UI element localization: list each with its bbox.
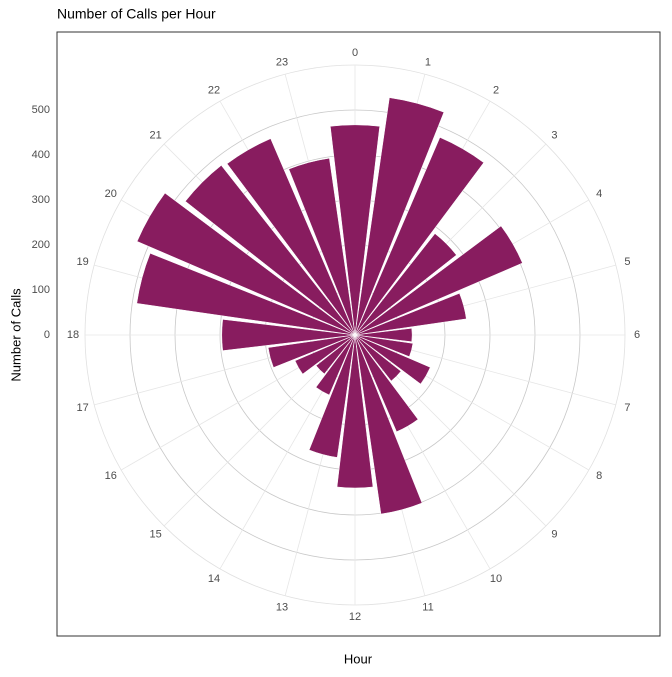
bar <box>267 334 356 368</box>
bar <box>354 334 414 358</box>
x-tick-label: 4 <box>596 188 602 200</box>
bar <box>354 225 523 336</box>
x-tick-label: 12 <box>349 611 361 623</box>
y-axis-title: Number of Calls <box>8 288 23 382</box>
bar <box>288 157 356 336</box>
x-tick-label: 19 <box>76 256 88 268</box>
x-tick-label: 18 <box>67 329 79 341</box>
x-tick-label: 16 <box>105 470 117 482</box>
x-tick-label: 23 <box>276 57 288 69</box>
bar <box>354 97 445 336</box>
bar <box>221 319 356 351</box>
x-tick-label: 14 <box>208 573 220 585</box>
bar <box>315 334 356 375</box>
x-tick-label: 3 <box>551 130 557 142</box>
bar <box>330 124 380 336</box>
x-tick-label: 11 <box>422 601 433 613</box>
x-tick-label: 9 <box>551 528 557 540</box>
y-tick-label: 500 <box>32 104 50 116</box>
bar <box>185 165 356 336</box>
x-tick-label: 2 <box>493 85 499 97</box>
y-tick-label: 0 <box>44 329 50 341</box>
bar <box>226 138 356 336</box>
bar <box>354 334 423 515</box>
bar <box>294 334 356 375</box>
x-tick-label: 21 <box>149 130 161 142</box>
x-tick-label: 15 <box>149 528 161 540</box>
x-tick-label: 6 <box>634 329 640 341</box>
y-tick-label: 100 <box>32 284 50 296</box>
x-tick-label: 13 <box>276 601 288 613</box>
x-tick-label: 5 <box>624 256 630 268</box>
bar <box>136 192 356 336</box>
bar <box>354 328 413 342</box>
x-tick-label: 20 <box>105 188 117 200</box>
x-tick-label: 0 <box>352 47 358 59</box>
x-axis-title: Hour <box>344 651 373 666</box>
chart-title: Number of Calls per Hour <box>57 6 216 22</box>
bar <box>354 334 431 385</box>
y-tick-label: 200 <box>32 239 50 251</box>
x-tick-label: 7 <box>624 402 630 414</box>
bar <box>336 334 374 489</box>
bars <box>136 97 523 515</box>
x-tick-label: 1 <box>425 57 431 69</box>
x-tick-label: 10 <box>490 573 502 585</box>
x-tick-label: 8 <box>596 470 602 482</box>
y-tick-label: 400 <box>32 149 50 161</box>
bar <box>136 252 356 336</box>
bar <box>308 334 356 458</box>
bar <box>315 334 356 396</box>
x-tick-label: 22 <box>208 85 220 97</box>
bar <box>354 233 457 336</box>
bar <box>354 292 467 336</box>
bar <box>354 137 485 336</box>
x-tick-label: 17 <box>76 402 88 414</box>
bar <box>354 334 402 382</box>
y-tick-label: 300 <box>32 194 50 206</box>
bar <box>354 334 419 433</box>
